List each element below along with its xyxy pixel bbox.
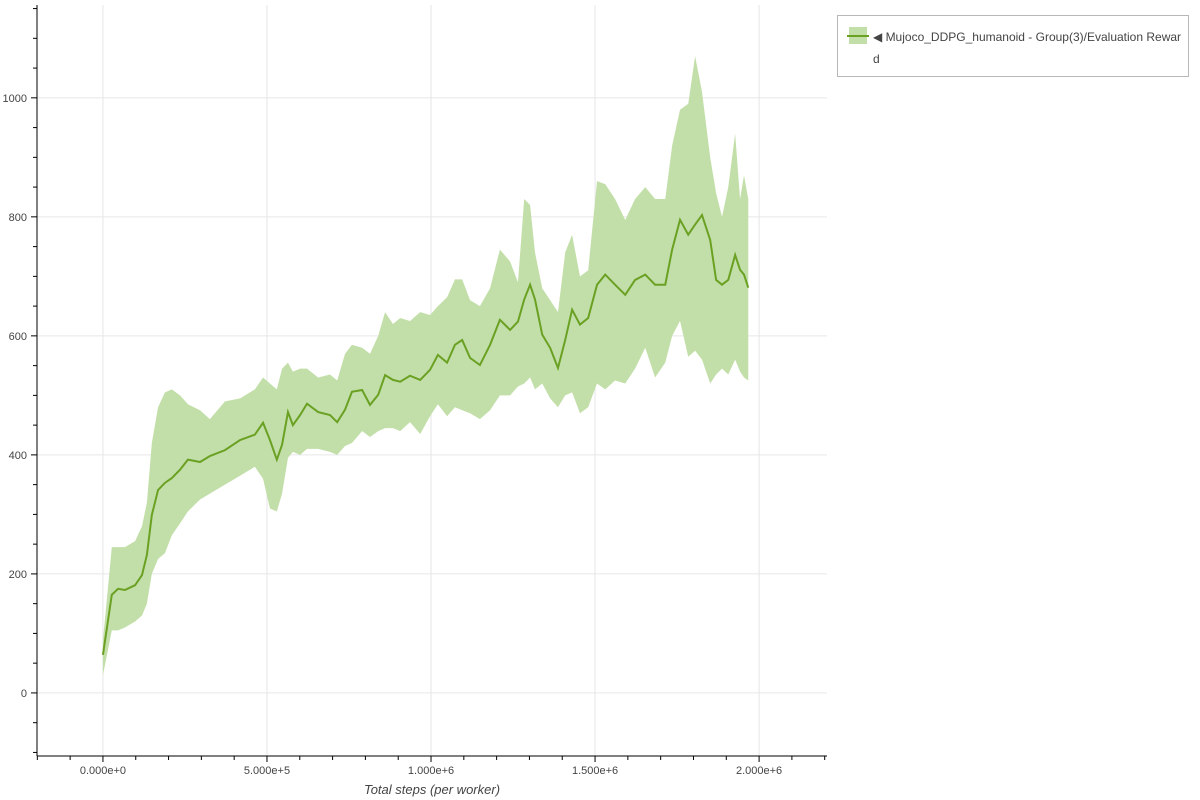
x-tick-label: 5.000e+5 [244,765,290,777]
legend[interactable]: ◀ Mujoco_DDPG_humanoid - Group(3)/Evalua… [837,15,1189,77]
legend-label: ◀ Mujoco_DDPG_humanoid - Group(3)/Evalua… [873,30,1182,66]
axes [31,5,827,762]
x-tick-label: 1.500e+6 [572,765,618,777]
x-tick-labels: 0.000e+0 5.000e+5 1.000e+6 1.500e+6 2.000e+6 [80,765,782,777]
confidence-band [102,56,749,676]
y-tick-label: 1000 [3,93,27,105]
y-tick-label: 0 [21,688,27,700]
y-tick-label: 200 [9,569,27,581]
x-tick-label: 1.000e+6 [408,765,454,777]
legend-swatch [847,27,869,44]
x-tick-label: 2.000e+6 [736,765,782,777]
mean-line [101,212,750,655]
y-tick-labels: 0 200 400 600 800 1000 [3,93,27,700]
line-layer [101,212,750,655]
x-tick-label: 0.000e+0 [80,765,126,777]
x-axis-label: Total steps (per worker) [364,782,500,797]
band-layer [102,56,749,676]
y-tick-label: 400 [9,450,27,462]
y-tick-label: 800 [9,212,27,224]
y-tick-label: 600 [9,331,27,343]
